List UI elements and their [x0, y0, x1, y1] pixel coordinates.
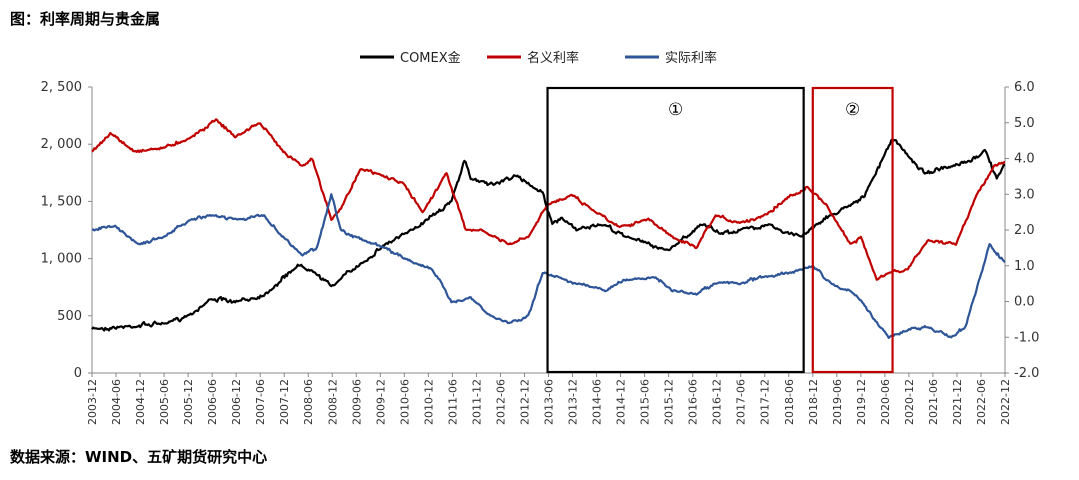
legend-label: COMEX金 — [400, 50, 461, 66]
nominal-rate-line — [91, 118, 1006, 281]
left-tick-label: 2, 500 — [41, 80, 82, 95]
left-tick-label: 1, 000 — [41, 252, 82, 267]
highlight-box-1 — [546, 86, 805, 374]
legend-label: 实际利率 — [665, 50, 717, 66]
x-tick-label: 2016-12 — [711, 379, 724, 425]
legend: COMEX金 名义利率 实际利率 — [360, 50, 717, 66]
x-tick-label: 2021-06 — [927, 379, 940, 425]
highlight-box-2 — [811, 86, 894, 374]
legend-label: 名义利率 — [527, 50, 579, 66]
x-tick-label: 2007-06 — [254, 379, 267, 425]
right-tick-label: 6.0 — [1014, 80, 1035, 95]
x-tick-label: 2021-12 — [951, 379, 964, 425]
right-tick-label: 0.0 — [1014, 295, 1035, 310]
x-tick-label: 2012-12 — [518, 379, 531, 425]
right-tick-label: 1.0 — [1014, 259, 1035, 274]
right-tick-label: 4.0 — [1014, 152, 1035, 167]
comex-gold-line — [91, 137, 1006, 332]
x-tick-label: 2022-06 — [975, 379, 988, 425]
left-tick-label: 0 — [74, 366, 82, 381]
left-tick-label: 2, 000 — [41, 137, 82, 152]
x-tick-label: 2003-12 — [86, 379, 99, 425]
source-note: 数据来源：WIND、五矿期货研究中心 — [10, 448, 268, 466]
highlight-box-label: ① — [668, 100, 683, 120]
highlight-box-label: ② — [845, 100, 860, 120]
x-tick-label: 2017-12 — [759, 379, 772, 425]
x-tick-label: 2018-06 — [783, 379, 796, 425]
x-tick-label: 2013-06 — [543, 379, 556, 425]
x-tick-label: 2015-12 — [663, 379, 676, 425]
x-tick-label: 2007-12 — [278, 379, 291, 425]
x-tick-label: 2006-12 — [230, 379, 243, 425]
x-tick-label: 2013-12 — [567, 379, 580, 425]
x-tick-label: 2020-06 — [879, 379, 892, 425]
right-tick-label: -1.0 — [1014, 330, 1039, 345]
x-tick-label: 2005-12 — [182, 379, 195, 425]
left-tick-label: 500 — [57, 309, 82, 324]
x-tick-label: 2014-06 — [591, 379, 604, 425]
x-tick-label: 2015-06 — [639, 379, 652, 425]
x-tick-label: 2006-06 — [206, 379, 219, 425]
x-tick-label: 2004-12 — [134, 379, 147, 425]
axes: 0 500 1, 000 1, 500 2, 000 2, 500 -2.0 -1.0 0.0 1… — [41, 80, 1040, 425]
x-tick-label: 2010-12 — [422, 379, 435, 425]
real-rate-line — [91, 193, 1006, 339]
x-tick-label: 2011-12 — [470, 379, 483, 425]
x-tick-label: 2018-12 — [807, 379, 820, 425]
right-tick-label: 2.0 — [1014, 223, 1035, 238]
figure-title: 图：利率周期与贵金属 — [10, 10, 161, 28]
x-tick-label: 2017-06 — [735, 379, 748, 425]
left-tick-label: 1, 500 — [41, 194, 82, 209]
x-tick-label: 2010-06 — [398, 379, 411, 425]
right-tick-label: -2.0 — [1014, 366, 1039, 381]
x-tick-label: 2019-06 — [831, 379, 844, 425]
x-tick-label: 2011-06 — [446, 379, 459, 425]
x-tick-label: 2008-12 — [326, 379, 339, 425]
x-tick-label: 2020-12 — [903, 379, 916, 425]
x-tick-label: 2016-06 — [687, 379, 700, 425]
x-tick-label: 2009-12 — [374, 379, 387, 425]
x-tick-label: 2019-12 — [855, 379, 868, 425]
x-tick-label: 2012-06 — [494, 379, 507, 425]
series-layer — [91, 118, 1006, 339]
x-tick-label: 2009-06 — [350, 379, 363, 425]
chart: COMEX金 名义利率 实际利率 0 500 1, 000 1, 500 2, 000 2, … — [41, 50, 1040, 425]
x-tick-label: 2005-06 — [158, 379, 171, 425]
right-tick-label: 5.0 — [1014, 116, 1035, 131]
x-tick-label: 2008-06 — [302, 379, 315, 425]
right-tick-label: 3.0 — [1014, 187, 1035, 202]
x-tick-label: 2022-12 — [999, 379, 1012, 425]
x-tick-label: 2014-12 — [615, 379, 628, 425]
x-tick-label: 2004-06 — [110, 379, 123, 425]
